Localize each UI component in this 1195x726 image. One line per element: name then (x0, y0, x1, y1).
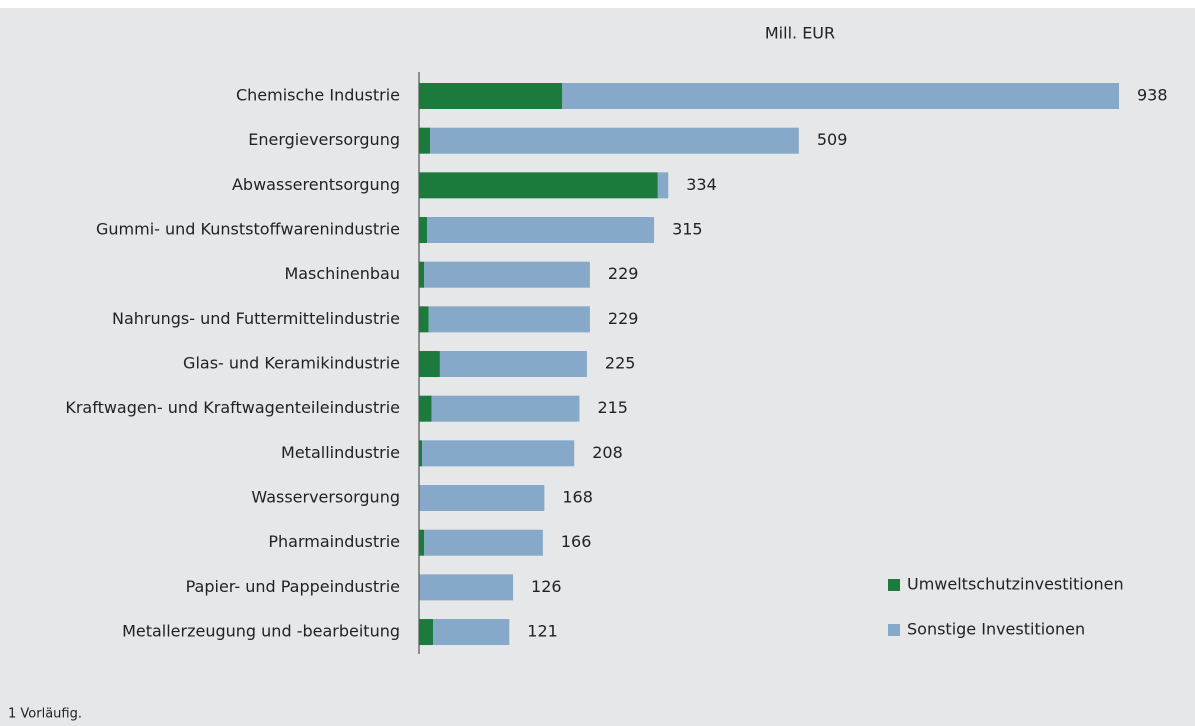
bar-segment (424, 261, 590, 288)
bar-segment (419, 574, 514, 601)
category-label: Energieversorgung (248, 130, 400, 149)
value-label: 166 (561, 532, 592, 551)
bar-segment (419, 574, 420, 601)
category-label: Gummi- und Kunststoffwarenindustrie (96, 220, 400, 239)
bar-segment (419, 440, 422, 467)
value-label: 208 (592, 443, 623, 462)
bar-segment (430, 127, 799, 154)
category-label: Wasserversorgung (251, 488, 400, 507)
value-label: 315 (672, 220, 703, 239)
bar-segment (433, 619, 510, 646)
bar-segment (424, 529, 543, 556)
unit-label: Mill. EUR (765, 24, 835, 43)
legend-label: Umweltschutzinvestitionen (907, 575, 1124, 594)
bar-segment (419, 261, 425, 288)
value-label: 168 (562, 488, 593, 507)
value-label: 509 (817, 130, 848, 149)
value-label: 229 (608, 309, 639, 328)
background (0, 8, 1195, 726)
value-label: 938 (1137, 86, 1168, 105)
category-label: Metallindustrie (281, 443, 400, 462)
footnote: 1 Vorläufig. (8, 707, 82, 722)
value-label: 225 (605, 354, 636, 373)
bar-segment (419, 529, 425, 556)
bar-segment (419, 306, 429, 333)
value-label: 215 (597, 398, 628, 417)
category-label: Metallerzeugung und -bearbeitung (122, 622, 400, 641)
category-label: Glas- und Keramikindustrie (183, 354, 400, 373)
bar-segment (419, 351, 440, 378)
category-label: Pharmaindustrie (268, 532, 400, 551)
value-label: 229 (608, 264, 639, 283)
bar-segment (419, 127, 431, 154)
bar-segment (562, 83, 1119, 109)
bar-segment (419, 83, 563, 109)
bar-segment (419, 485, 420, 512)
bar-segment (427, 217, 655, 244)
category-label: Papier- und Pappeindustrie (186, 577, 400, 596)
value-label: 334 (686, 175, 717, 194)
category-label: Kraftwagen- und Kraftwagenteileindustrie (65, 398, 400, 417)
category-label: Chemische Industrie (236, 86, 400, 105)
category-label: Maschinenbau (284, 264, 400, 283)
legend-label: Sonstige Investitionen (907, 620, 1085, 639)
bar-segment (419, 485, 545, 512)
legend-swatch (888, 624, 900, 636)
bar-segment (419, 172, 658, 199)
legend-swatch (888, 579, 900, 591)
bar-segment (419, 395, 432, 422)
bar-segment (419, 619, 434, 646)
category-label: Nahrungs- und Futtermittelindustrie (112, 309, 400, 328)
bar-segment (421, 440, 575, 467)
value-label: 121 (527, 622, 558, 641)
bar-segment (428, 306, 590, 333)
bar-segment (419, 217, 428, 244)
bar-segment (439, 351, 587, 378)
bar-segment (431, 395, 580, 422)
category-label: Abwasserentsorgung (232, 175, 400, 194)
bar-segment (657, 172, 669, 199)
value-label: 126 (531, 577, 562, 596)
